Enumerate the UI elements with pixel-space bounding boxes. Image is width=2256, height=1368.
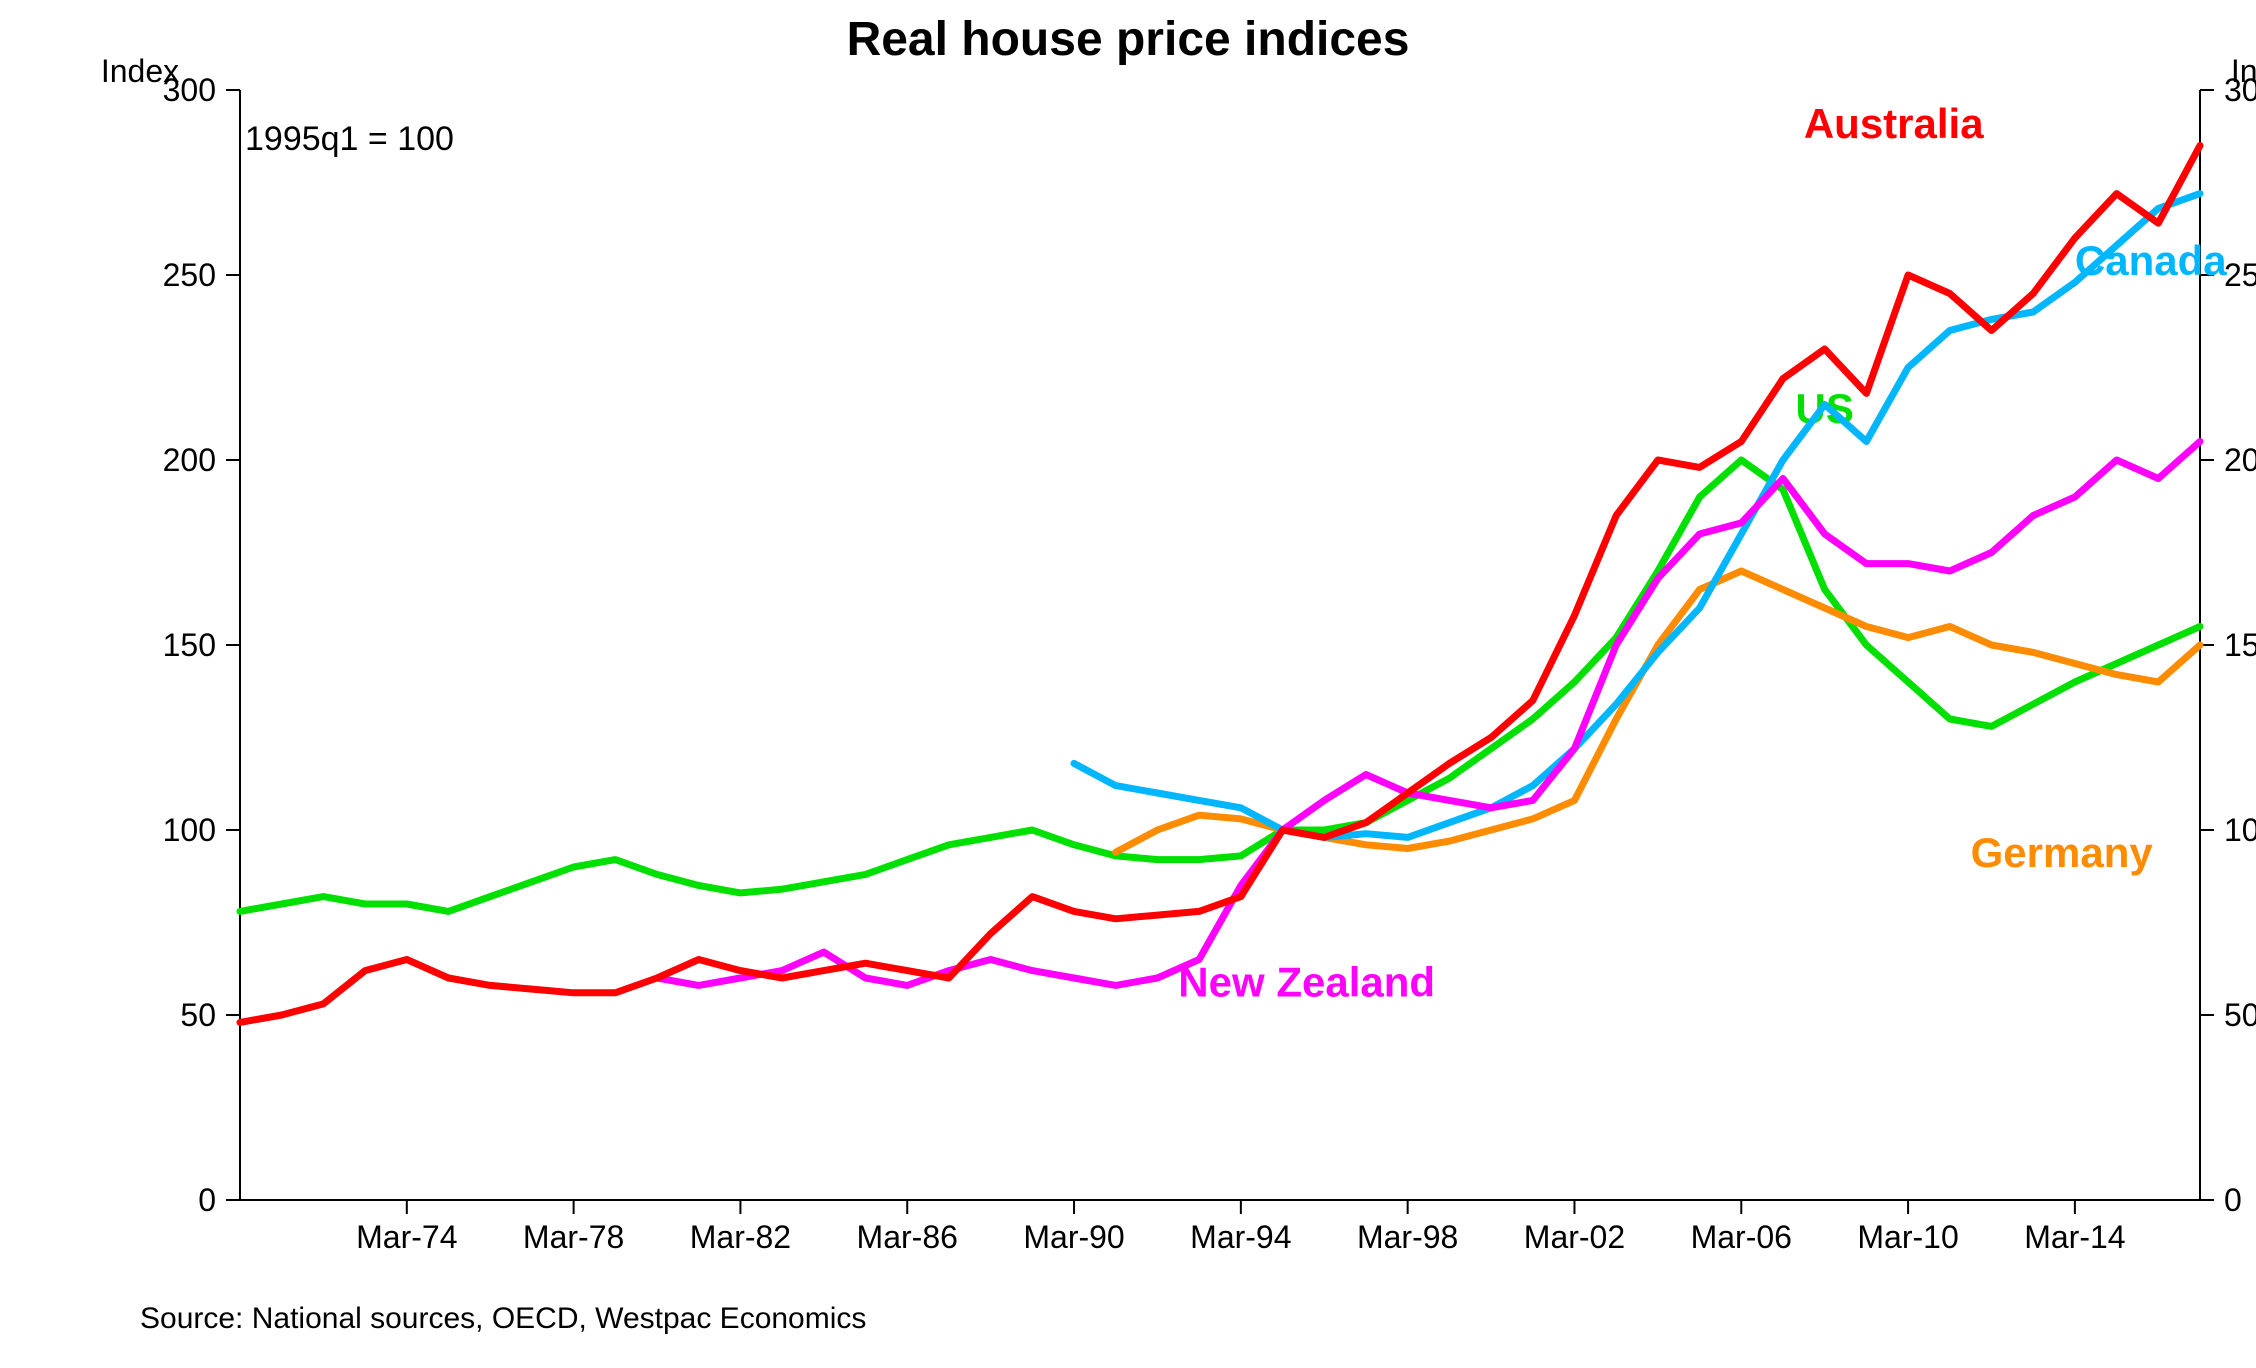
svg-text:Mar-10: Mar-10: [1857, 1219, 1958, 1255]
svg-text:150: 150: [2224, 627, 2256, 663]
svg-text:Source: National sources, OECD: Source: National sources, OECD, Westpac …: [140, 1302, 866, 1335]
svg-text:100: 100: [163, 812, 216, 848]
svg-text:150: 150: [163, 627, 216, 663]
svg-text:Mar-98: Mar-98: [1357, 1219, 1458, 1255]
svg-text:300: 300: [163, 72, 216, 108]
line-chart: Real house price indices1995q1 = 100Inde…: [0, 0, 2256, 1368]
svg-text:100: 100: [2224, 812, 2256, 848]
series-label-nz: New Zealand: [1178, 959, 1435, 1006]
chart-svg: Real house price indices1995q1 = 100Inde…: [0, 0, 2256, 1368]
svg-text:Real house price indices: Real house price indices: [847, 13, 1410, 66]
svg-text:0: 0: [198, 1182, 216, 1218]
series-label-canada: Canada: [2075, 237, 2227, 284]
svg-text:Mar-02: Mar-02: [1524, 1219, 1625, 1255]
svg-text:Mar-06: Mar-06: [1691, 1219, 1792, 1255]
svg-text:250: 250: [163, 257, 216, 293]
svg-text:50: 50: [2224, 997, 2256, 1033]
svg-text:Mar-86: Mar-86: [857, 1219, 958, 1255]
svg-text:Mar-74: Mar-74: [356, 1219, 457, 1255]
svg-text:Mar-82: Mar-82: [690, 1219, 791, 1255]
svg-text:0: 0: [2224, 1182, 2242, 1218]
series-label-germany: Germany: [1971, 829, 2154, 876]
svg-text:Mar-94: Mar-94: [1190, 1219, 1291, 1255]
svg-text:200: 200: [2224, 442, 2256, 478]
svg-text:50: 50: [180, 997, 216, 1033]
svg-text:250: 250: [2224, 257, 2256, 293]
svg-text:300: 300: [2224, 72, 2256, 108]
svg-text:Mar-90: Mar-90: [1023, 1219, 1124, 1255]
svg-text:200: 200: [163, 442, 216, 478]
series-label-australia: Australia: [1804, 100, 1984, 147]
svg-text:Mar-14: Mar-14: [2024, 1219, 2125, 1255]
svg-text:Mar-78: Mar-78: [523, 1219, 624, 1255]
svg-text:1995q1 = 100: 1995q1 = 100: [245, 120, 454, 158]
